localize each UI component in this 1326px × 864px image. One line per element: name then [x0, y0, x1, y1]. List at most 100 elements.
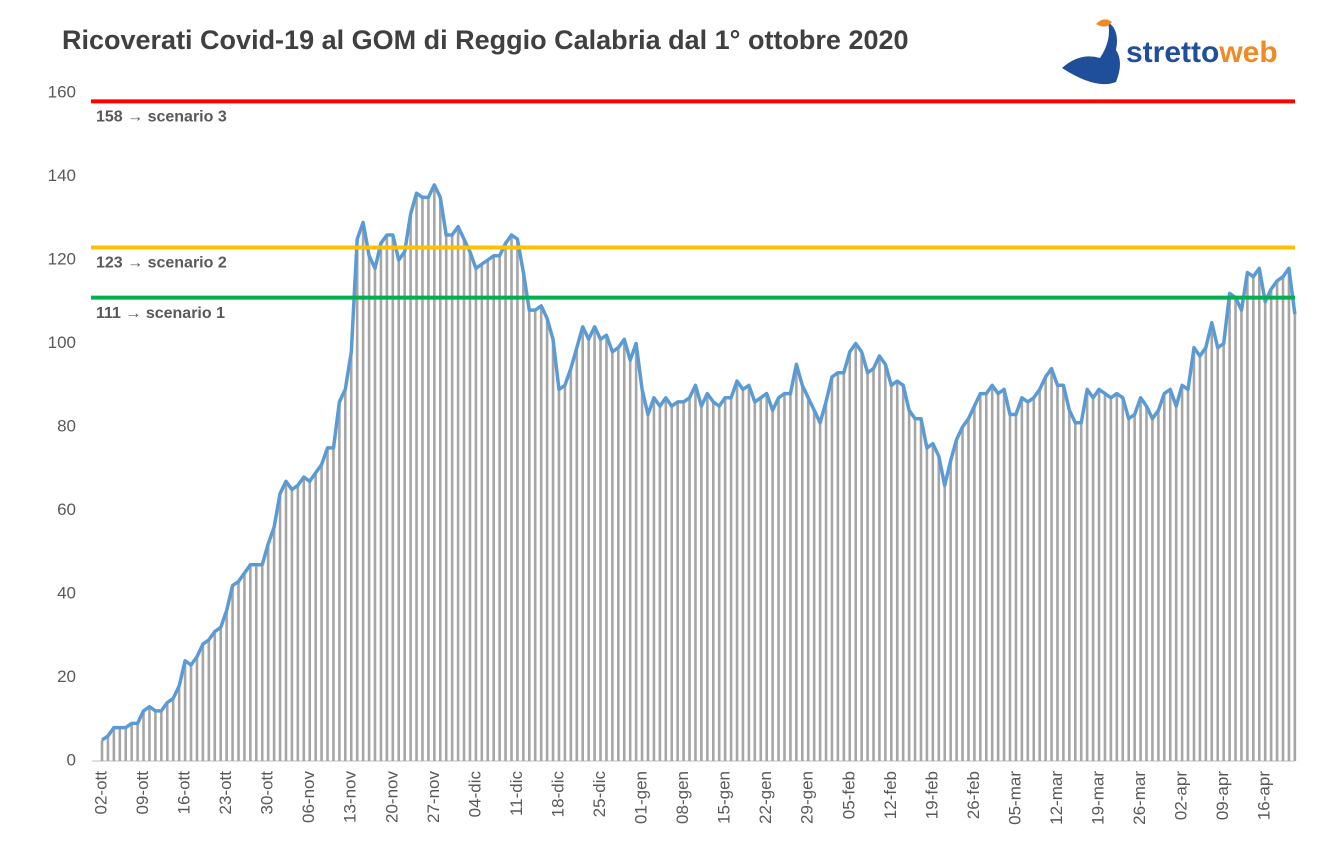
bar: [729, 397, 733, 761]
bar: [421, 197, 424, 761]
x-tick-label: 09-apr: [1213, 771, 1232, 820]
x-tick-label: 11-dic: [507, 771, 526, 817]
bar: [142, 710, 145, 761]
bar: [438, 197, 442, 761]
y-tick-label: 160: [48, 82, 76, 101]
bar: [1026, 401, 1030, 761]
y-tick-label: 20: [57, 667, 76, 686]
bar: [255, 564, 258, 761]
bar: [789, 393, 792, 761]
bar: [747, 385, 751, 761]
bar: [664, 397, 668, 761]
bar: [706, 393, 709, 761]
x-tick-label: 04-dic: [465, 771, 484, 818]
bar: [278, 493, 282, 761]
bar: [866, 372, 869, 761]
bar: [806, 397, 810, 761]
bar: [925, 447, 929, 761]
bar: [895, 381, 899, 761]
bar: [1240, 310, 1243, 761]
bar: [355, 239, 359, 761]
x-tick-label: 09-ott: [133, 771, 152, 815]
bar: [652, 397, 656, 761]
bar: [154, 710, 157, 761]
bar: [1180, 385, 1184, 761]
bar: [504, 243, 507, 762]
bar: [272, 527, 276, 761]
reference-label: 111 → scenario 1: [96, 305, 225, 322]
y-tick-label: 40: [57, 583, 76, 602]
bar: [848, 351, 852, 761]
bar: [260, 564, 264, 761]
bar: [741, 389, 745, 761]
bar: [1157, 410, 1160, 761]
x-tick-label: 05-mar: [1005, 771, 1024, 825]
bar: [189, 664, 193, 761]
bar: [1222, 343, 1225, 761]
bar: [628, 360, 632, 761]
bar: [1103, 393, 1107, 761]
bar: [824, 401, 828, 761]
bar: [444, 234, 448, 761]
bar: [783, 393, 786, 761]
bar: [195, 656, 199, 761]
x-tick-label: 01-gen: [632, 771, 651, 824]
bar: [533, 310, 537, 761]
bar: [290, 489, 294, 761]
bar: [450, 234, 454, 761]
bar: [213, 631, 217, 761]
x-tick-label: 12-feb: [881, 771, 900, 819]
bar: [919, 418, 923, 761]
bar: [379, 243, 383, 762]
bar: [913, 418, 917, 761]
bar: [658, 406, 662, 761]
bar: [878, 356, 881, 761]
chart-title: Ricoverati Covid-19 al GOM di Reggio Cal…: [62, 25, 909, 55]
bar: [545, 318, 549, 761]
bar: [1163, 393, 1166, 761]
bar: [1216, 347, 1220, 761]
bar: [1079, 422, 1083, 761]
bar: [682, 401, 685, 761]
bar: [771, 410, 774, 761]
bar: [409, 214, 412, 761]
bar: [338, 401, 341, 761]
bar: [1073, 422, 1077, 761]
bar: [1186, 389, 1190, 761]
bar: [266, 543, 270, 761]
bar: [1121, 397, 1125, 761]
bar: [617, 347, 620, 761]
bar: [777, 397, 780, 761]
bar: [1275, 280, 1279, 761]
bar: [1068, 410, 1071, 761]
x-tick-label: 02-ott: [91, 771, 110, 815]
bar: [1287, 268, 1291, 761]
bar: [1228, 293, 1231, 761]
x-tick-label: 25-dic: [590, 771, 609, 818]
y-tick-label: 140: [48, 166, 76, 185]
x-tick-label: 30-ott: [258, 771, 277, 815]
bar: [136, 723, 139, 761]
bar: [100, 740, 104, 761]
bar: [563, 385, 567, 761]
bar: [296, 485, 300, 761]
logo-text: strettoweb: [1126, 36, 1278, 69]
bar: [177, 685, 181, 761]
logo-part: web: [1218, 36, 1277, 69]
bar: [1293, 314, 1297, 761]
x-tick-label: 29-gen: [798, 771, 817, 824]
bar: [955, 439, 958, 761]
bar: [1056, 385, 1059, 761]
x-tick-label: 26-mar: [1130, 771, 1149, 825]
bar: [486, 260, 490, 761]
bar: [830, 376, 834, 761]
x-tick-label: 16-ott: [175, 771, 194, 815]
x-tick-label: 13-nov: [341, 771, 360, 823]
bar: [367, 255, 371, 761]
bar: [456, 226, 460, 762]
bar: [237, 581, 240, 761]
bar: [795, 364, 798, 761]
bar: [1085, 389, 1089, 761]
bar: [937, 456, 941, 761]
